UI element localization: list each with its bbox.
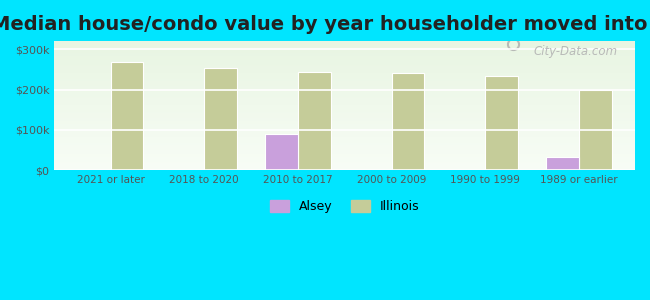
Bar bbox=[265, 134, 298, 170]
Bar bbox=[111, 62, 144, 170]
Bar bbox=[204, 68, 237, 170]
Text: City-Data.com: City-Data.com bbox=[534, 45, 618, 58]
Legend: Alsey, Illinois: Alsey, Illinois bbox=[265, 195, 424, 218]
Bar bbox=[391, 73, 424, 170]
Title: Median house/condo value by year householder moved into unit: Median house/condo value by year househo… bbox=[0, 15, 650, 34]
Bar bbox=[485, 76, 518, 170]
Bar bbox=[546, 157, 578, 170]
Bar bbox=[298, 72, 331, 170]
Bar bbox=[578, 89, 612, 170]
